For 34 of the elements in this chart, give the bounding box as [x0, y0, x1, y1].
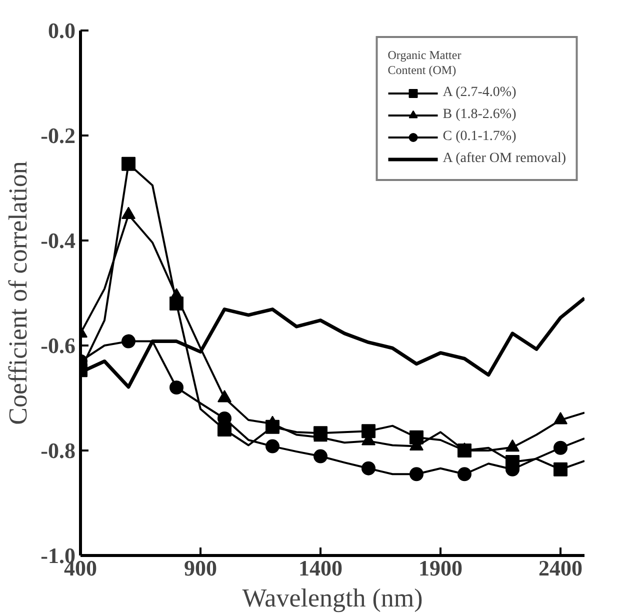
legend-label: A (after OM removal) — [442, 151, 566, 167]
point — [266, 420, 280, 434]
y-tick-label: -0.8 — [40, 438, 76, 463]
y-tick-label: 0.0 — [48, 18, 76, 43]
point — [266, 439, 280, 454]
legend-label: B (1.8-2.6%) — [442, 107, 516, 123]
x-tick-label: 2400 — [538, 556, 582, 580]
point — [314, 449, 328, 464]
point — [362, 424, 376, 438]
point — [458, 467, 472, 482]
x-tick-label: 900 — [184, 556, 217, 580]
point — [122, 334, 136, 348]
y-tick-label: -0.6 — [40, 333, 76, 358]
point — [362, 461, 376, 476]
x-tick-label: 1400 — [298, 556, 342, 580]
x-tick-label: 1900 — [418, 556, 462, 580]
point — [170, 380, 184, 394]
point — [170, 296, 184, 310]
point — [554, 440, 568, 455]
legend-label: C (0.1-1.7%) — [442, 129, 516, 145]
y-tick-label: -0.4 — [40, 228, 76, 253]
x-axis-title: Wavelength (nm) — [242, 584, 423, 612]
y-tick-label: -0.2 — [40, 123, 76, 148]
point — [314, 426, 328, 440]
point — [554, 462, 568, 476]
point — [218, 422, 232, 436]
point — [410, 430, 424, 444]
y-axis-title: Coefficient of correlation — [4, 161, 33, 425]
point — [410, 467, 424, 482]
legend-title: Organic Matter Content (OM) — [388, 48, 462, 78]
point — [458, 444, 472, 458]
point — [506, 455, 520, 470]
legend-label: A (2.7-4.0%) — [442, 85, 516, 101]
point — [122, 156, 136, 171]
